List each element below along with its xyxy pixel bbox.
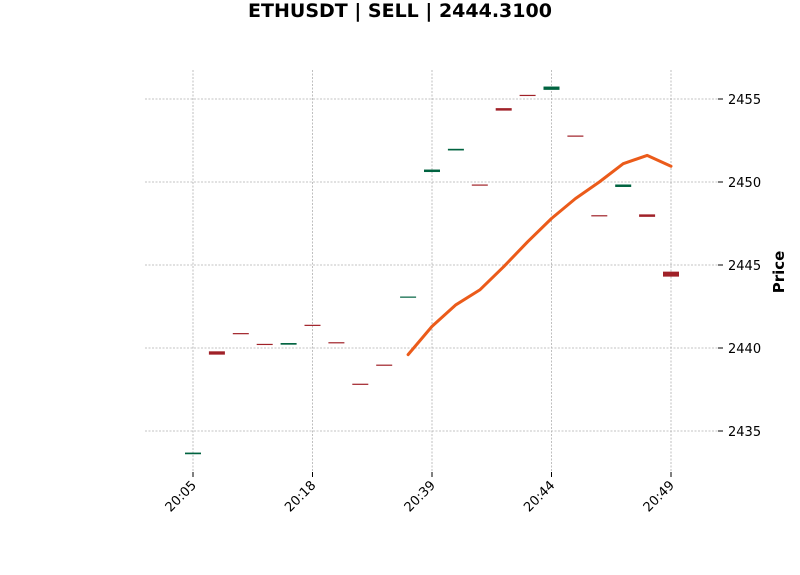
candle-layer — [185, 86, 679, 455]
candle-up — [185, 452, 201, 455]
candle-down — [208, 351, 225, 355]
grid-layer — [145, 70, 718, 472]
x-tick-label: 20:39 — [402, 478, 439, 515]
candle-down — [471, 184, 488, 186]
y-tick-label: 2455 — [728, 93, 761, 108]
candle-down — [519, 94, 536, 97]
chart-title: ETHUSDT | SELL | 2444.3100 — [248, 0, 552, 22]
candle-down — [639, 214, 656, 217]
candle-down — [352, 383, 369, 385]
candle-down — [663, 271, 679, 277]
moving-average-line — [406, 153, 673, 357]
candle-down — [567, 135, 584, 137]
candle-down — [495, 108, 512, 111]
candle-down — [304, 324, 321, 326]
candle-down — [232, 333, 249, 335]
candle-up — [400, 296, 417, 298]
candle-up — [424, 169, 440, 173]
y-tick-label: 2435 — [728, 425, 761, 440]
candle-down — [256, 343, 273, 346]
y-tick-label: 2445 — [728, 259, 761, 274]
candle-up — [280, 343, 297, 345]
y-axis-label: Price — [770, 251, 788, 294]
x-tick-label: 20:05 — [163, 478, 200, 515]
y-tick-label: 2450 — [728, 176, 761, 191]
x-tick-label: 20:44 — [521, 478, 558, 515]
candle-up — [543, 86, 560, 90]
x-tick-label: 20:18 — [282, 478, 319, 515]
candle-down — [376, 364, 393, 366]
candle-down — [328, 342, 345, 344]
y-tick-label: 2440 — [728, 342, 761, 357]
candle-down — [591, 215, 608, 217]
candle-up — [615, 184, 632, 187]
x-tick-label: 20:49 — [641, 478, 678, 515]
candle-up — [447, 148, 464, 151]
line-layer — [406, 153, 673, 357]
